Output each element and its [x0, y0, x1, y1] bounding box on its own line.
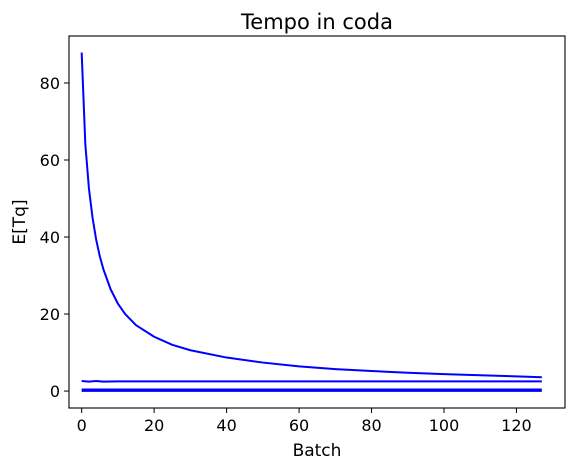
y-tick-label: 60: [40, 151, 60, 170]
chart-title: Tempo in coda: [240, 10, 393, 34]
plot-area: [68, 35, 566, 409]
y-axis: 0 20 40 60 80: [40, 74, 69, 401]
x-axis-label: Batch: [293, 441, 342, 461]
y-tick-label: 20: [40, 305, 60, 324]
y-tick-label: 40: [40, 228, 60, 247]
x-tick-label: 100: [429, 416, 460, 435]
y-axis-label: E[Tq]: [10, 199, 30, 244]
y-tick-label: 0: [50, 382, 60, 401]
y-tick-label: 80: [40, 74, 60, 93]
series-line-2: [81, 380, 542, 383]
series-layer: [80, 52, 542, 392]
x-tick-label: 40: [216, 416, 236, 435]
x-tick-label: 120: [501, 416, 532, 435]
series-line-1: [80, 52, 542, 379]
x-axis: 0 20 40 60 80 100 120: [77, 408, 532, 435]
x-tick-label: 20: [144, 416, 164, 435]
x-tick-label: 0: [77, 416, 87, 435]
x-tick-label: 80: [361, 416, 381, 435]
x-tick-label: 60: [289, 416, 309, 435]
plot-frame: [68, 35, 566, 409]
